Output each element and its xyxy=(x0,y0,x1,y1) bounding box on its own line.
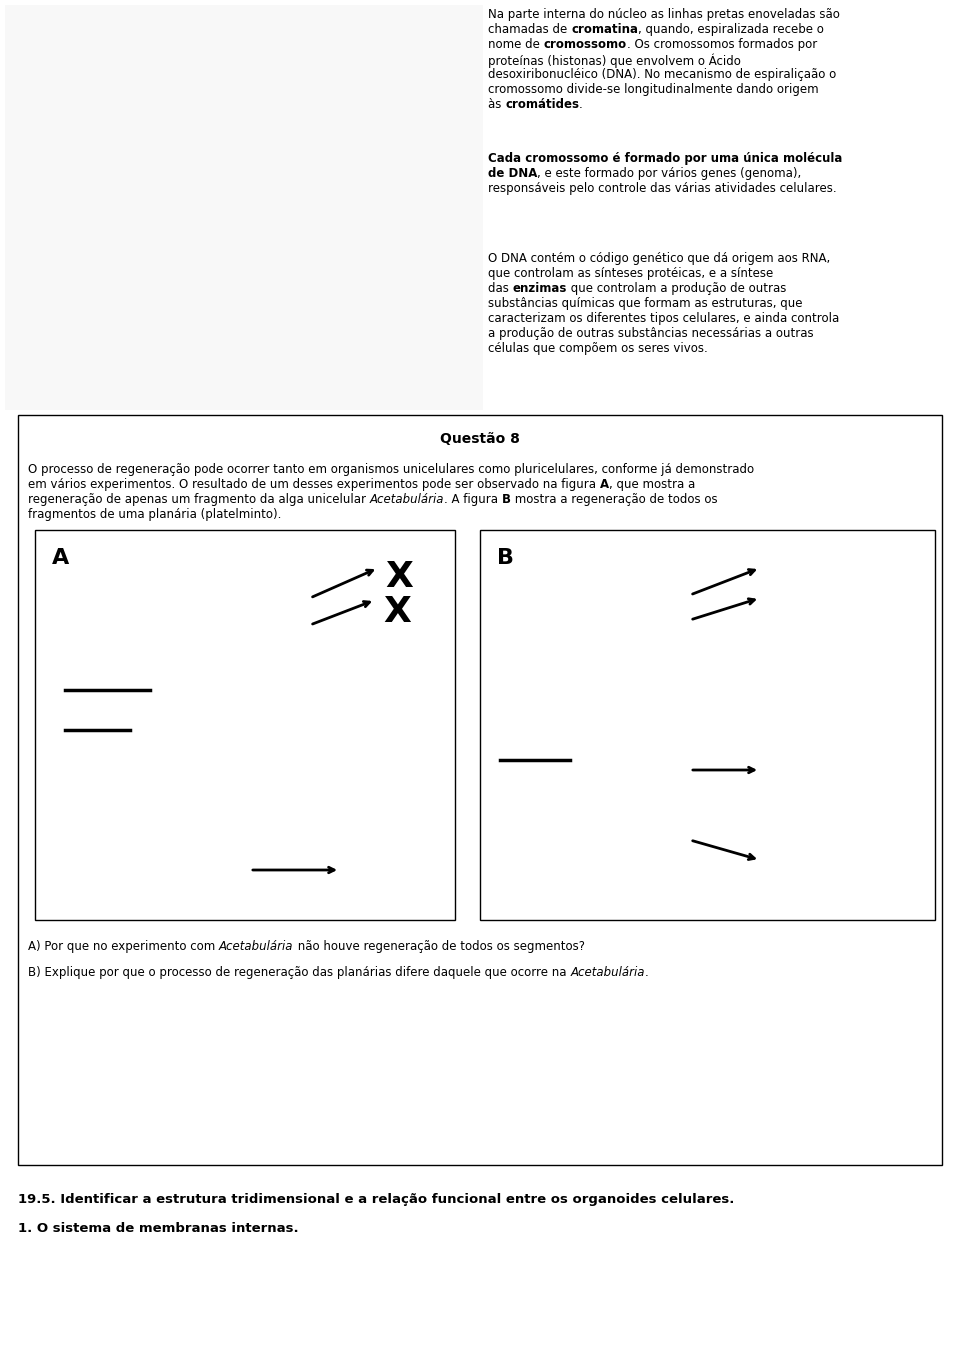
Text: nome de: nome de xyxy=(488,38,543,51)
Text: Acetabulária: Acetabulária xyxy=(370,493,444,506)
Text: .: . xyxy=(645,965,649,979)
Text: a produção de outras substâncias necessárias a outras: a produção de outras substâncias necessá… xyxy=(488,327,814,339)
Text: , e este formado por vários genes (genoma),: , e este formado por vários genes (genom… xyxy=(538,168,802,180)
Text: cromátides: cromátides xyxy=(505,97,579,111)
Text: Acetabulária: Acetabulária xyxy=(570,965,645,979)
Text: em vários experimentos. O resultado de um desses experimentos pode ser observado: em vários experimentos. O resultado de u… xyxy=(28,479,600,491)
Text: regeneração de apenas um fragmento da alga unicelular: regeneração de apenas um fragmento da al… xyxy=(28,493,370,506)
Bar xyxy=(18,415,942,1165)
Text: , que mostra a: , que mostra a xyxy=(609,479,695,491)
Text: das: das xyxy=(488,283,513,295)
Bar xyxy=(5,5,483,410)
Text: Na parte interna do núcleo as linhas pretas enoveladas são: Na parte interna do núcleo as linhas pre… xyxy=(488,8,840,22)
Text: Cada cromossomo é formado por uma única molécula: Cada cromossomo é formado por uma única … xyxy=(488,151,842,165)
Text: fragmentos de uma planária (platelminto).: fragmentos de uma planária (platelminto)… xyxy=(28,508,281,521)
Text: cromossomo divide-se longitudinalmente dando origem: cromossomo divide-se longitudinalmente d… xyxy=(488,82,819,96)
Text: mostra a regeneração de todos os: mostra a regeneração de todos os xyxy=(511,493,718,506)
Text: .: . xyxy=(579,97,583,111)
Text: A: A xyxy=(600,479,609,491)
Text: X: X xyxy=(383,595,411,629)
Text: 1. O sistema de membranas internas.: 1. O sistema de membranas internas. xyxy=(18,1222,299,1234)
Text: Questão 8: Questão 8 xyxy=(440,433,520,446)
Text: A) Por que no experimento com: A) Por que no experimento com xyxy=(28,940,219,953)
Text: X: X xyxy=(385,560,413,594)
Text: B: B xyxy=(497,548,514,568)
Text: O DNA contém o código genético que dá origem aos RNA,: O DNA contém o código genético que dá or… xyxy=(488,251,830,265)
Bar xyxy=(480,530,935,919)
Text: , quando, espiralizada recebe o: , quando, espiralizada recebe o xyxy=(638,23,824,37)
Text: que controlam a produção de outras: que controlam a produção de outras xyxy=(567,283,786,295)
Text: proteínas (histonas) que envolvem o Ácido: proteínas (histonas) que envolvem o Ácid… xyxy=(488,53,741,68)
Text: . Os cromossomos formados por: . Os cromossomos formados por xyxy=(627,38,817,51)
Text: caracterizam os diferentes tipos celulares, e ainda controla: caracterizam os diferentes tipos celular… xyxy=(488,312,839,324)
Bar xyxy=(35,530,455,919)
Text: cromossomo: cromossomo xyxy=(543,38,627,51)
Text: não houve regeneração de todos os segmentos?: não houve regeneração de todos os segmen… xyxy=(294,940,585,953)
Text: A: A xyxy=(52,548,69,568)
Text: que controlam as sínteses protéicas, e a síntese: que controlam as sínteses protéicas, e a… xyxy=(488,266,773,280)
Text: B) Explique por que o processo de regeneração das planárias difere daquele que o: B) Explique por que o processo de regene… xyxy=(28,965,570,979)
Text: O processo de regeneração pode ocorrer tanto em organismos unicelulares como plu: O processo de regeneração pode ocorrer t… xyxy=(28,462,755,476)
Text: . A figura: . A figura xyxy=(444,493,502,506)
Text: chamadas de: chamadas de xyxy=(488,23,571,37)
Text: desoxiribonucléico (DNA). No mecanismo de espiraliçaão o: desoxiribonucléico (DNA). No mecanismo d… xyxy=(488,68,836,81)
Text: 19.5. Identificar a estrutura tridimensional e a relação funcional entre os orga: 19.5. Identificar a estrutura tridimensi… xyxy=(18,1192,734,1206)
Text: cromatina: cromatina xyxy=(571,23,638,37)
Text: B: B xyxy=(502,493,511,506)
Text: células que compõem os seres vivos.: células que compõem os seres vivos. xyxy=(488,342,708,356)
Text: substâncias químicas que formam as estruturas, que: substâncias químicas que formam as estru… xyxy=(488,297,803,310)
Text: responsáveis pelo controle das várias atividades celulares.: responsáveis pelo controle das várias at… xyxy=(488,183,836,195)
Text: de DNA: de DNA xyxy=(488,168,538,180)
Text: enzimas: enzimas xyxy=(513,283,567,295)
Text: Acetabulária: Acetabulária xyxy=(219,940,294,953)
Text: às: às xyxy=(488,97,505,111)
